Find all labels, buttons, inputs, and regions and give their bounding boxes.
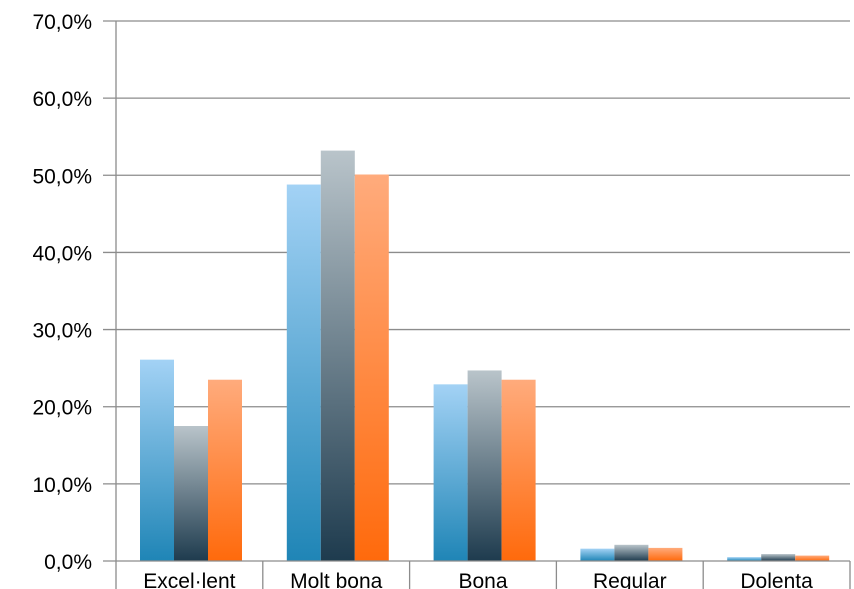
y-axis-ticks: 0,0% 10,0% 20,0% 30,0% 40,0% 50,0% 60,0% 70,0% — [32, 11, 92, 574]
y-tick-label: 60,0% — [32, 88, 92, 111]
y-tick-label: 40,0% — [32, 242, 92, 265]
x-category-label: Regular — [593, 570, 667, 589]
y-tick-label: 50,0% — [32, 165, 92, 188]
bar — [286, 184, 321, 562]
bar — [761, 554, 796, 561]
bar — [208, 379, 242, 561]
y-tick-label: 70,0% — [32, 11, 92, 34]
x-category-label: Excel·lent — [143, 570, 235, 589]
bar — [433, 384, 468, 561]
y-tick-label: 10,0% — [32, 474, 92, 497]
y-tick-label: 0,0% — [44, 551, 92, 574]
x-category-label: Dolenta — [740, 570, 813, 589]
y-tick-label: 20,0% — [32, 397, 92, 420]
x-category-label: Bona — [458, 570, 507, 589]
bar — [648, 547, 683, 561]
bar — [320, 150, 355, 561]
axes — [103, 21, 851, 589]
bar — [580, 548, 615, 561]
bar — [354, 174, 389, 561]
y-tick-label: 30,0% — [32, 320, 92, 343]
bar — [501, 379, 536, 561]
bar — [727, 557, 762, 561]
bar — [795, 555, 830, 561]
x-axis-categories: Excel·lent Molt bona Bona Regular Dolenta — [143, 570, 813, 589]
bars — [140, 150, 830, 562]
bar — [140, 359, 174, 561]
bar — [174, 426, 208, 561]
x-category-label: Molt bona — [290, 570, 383, 589]
bar — [614, 544, 649, 561]
bar — [467, 370, 502, 561]
